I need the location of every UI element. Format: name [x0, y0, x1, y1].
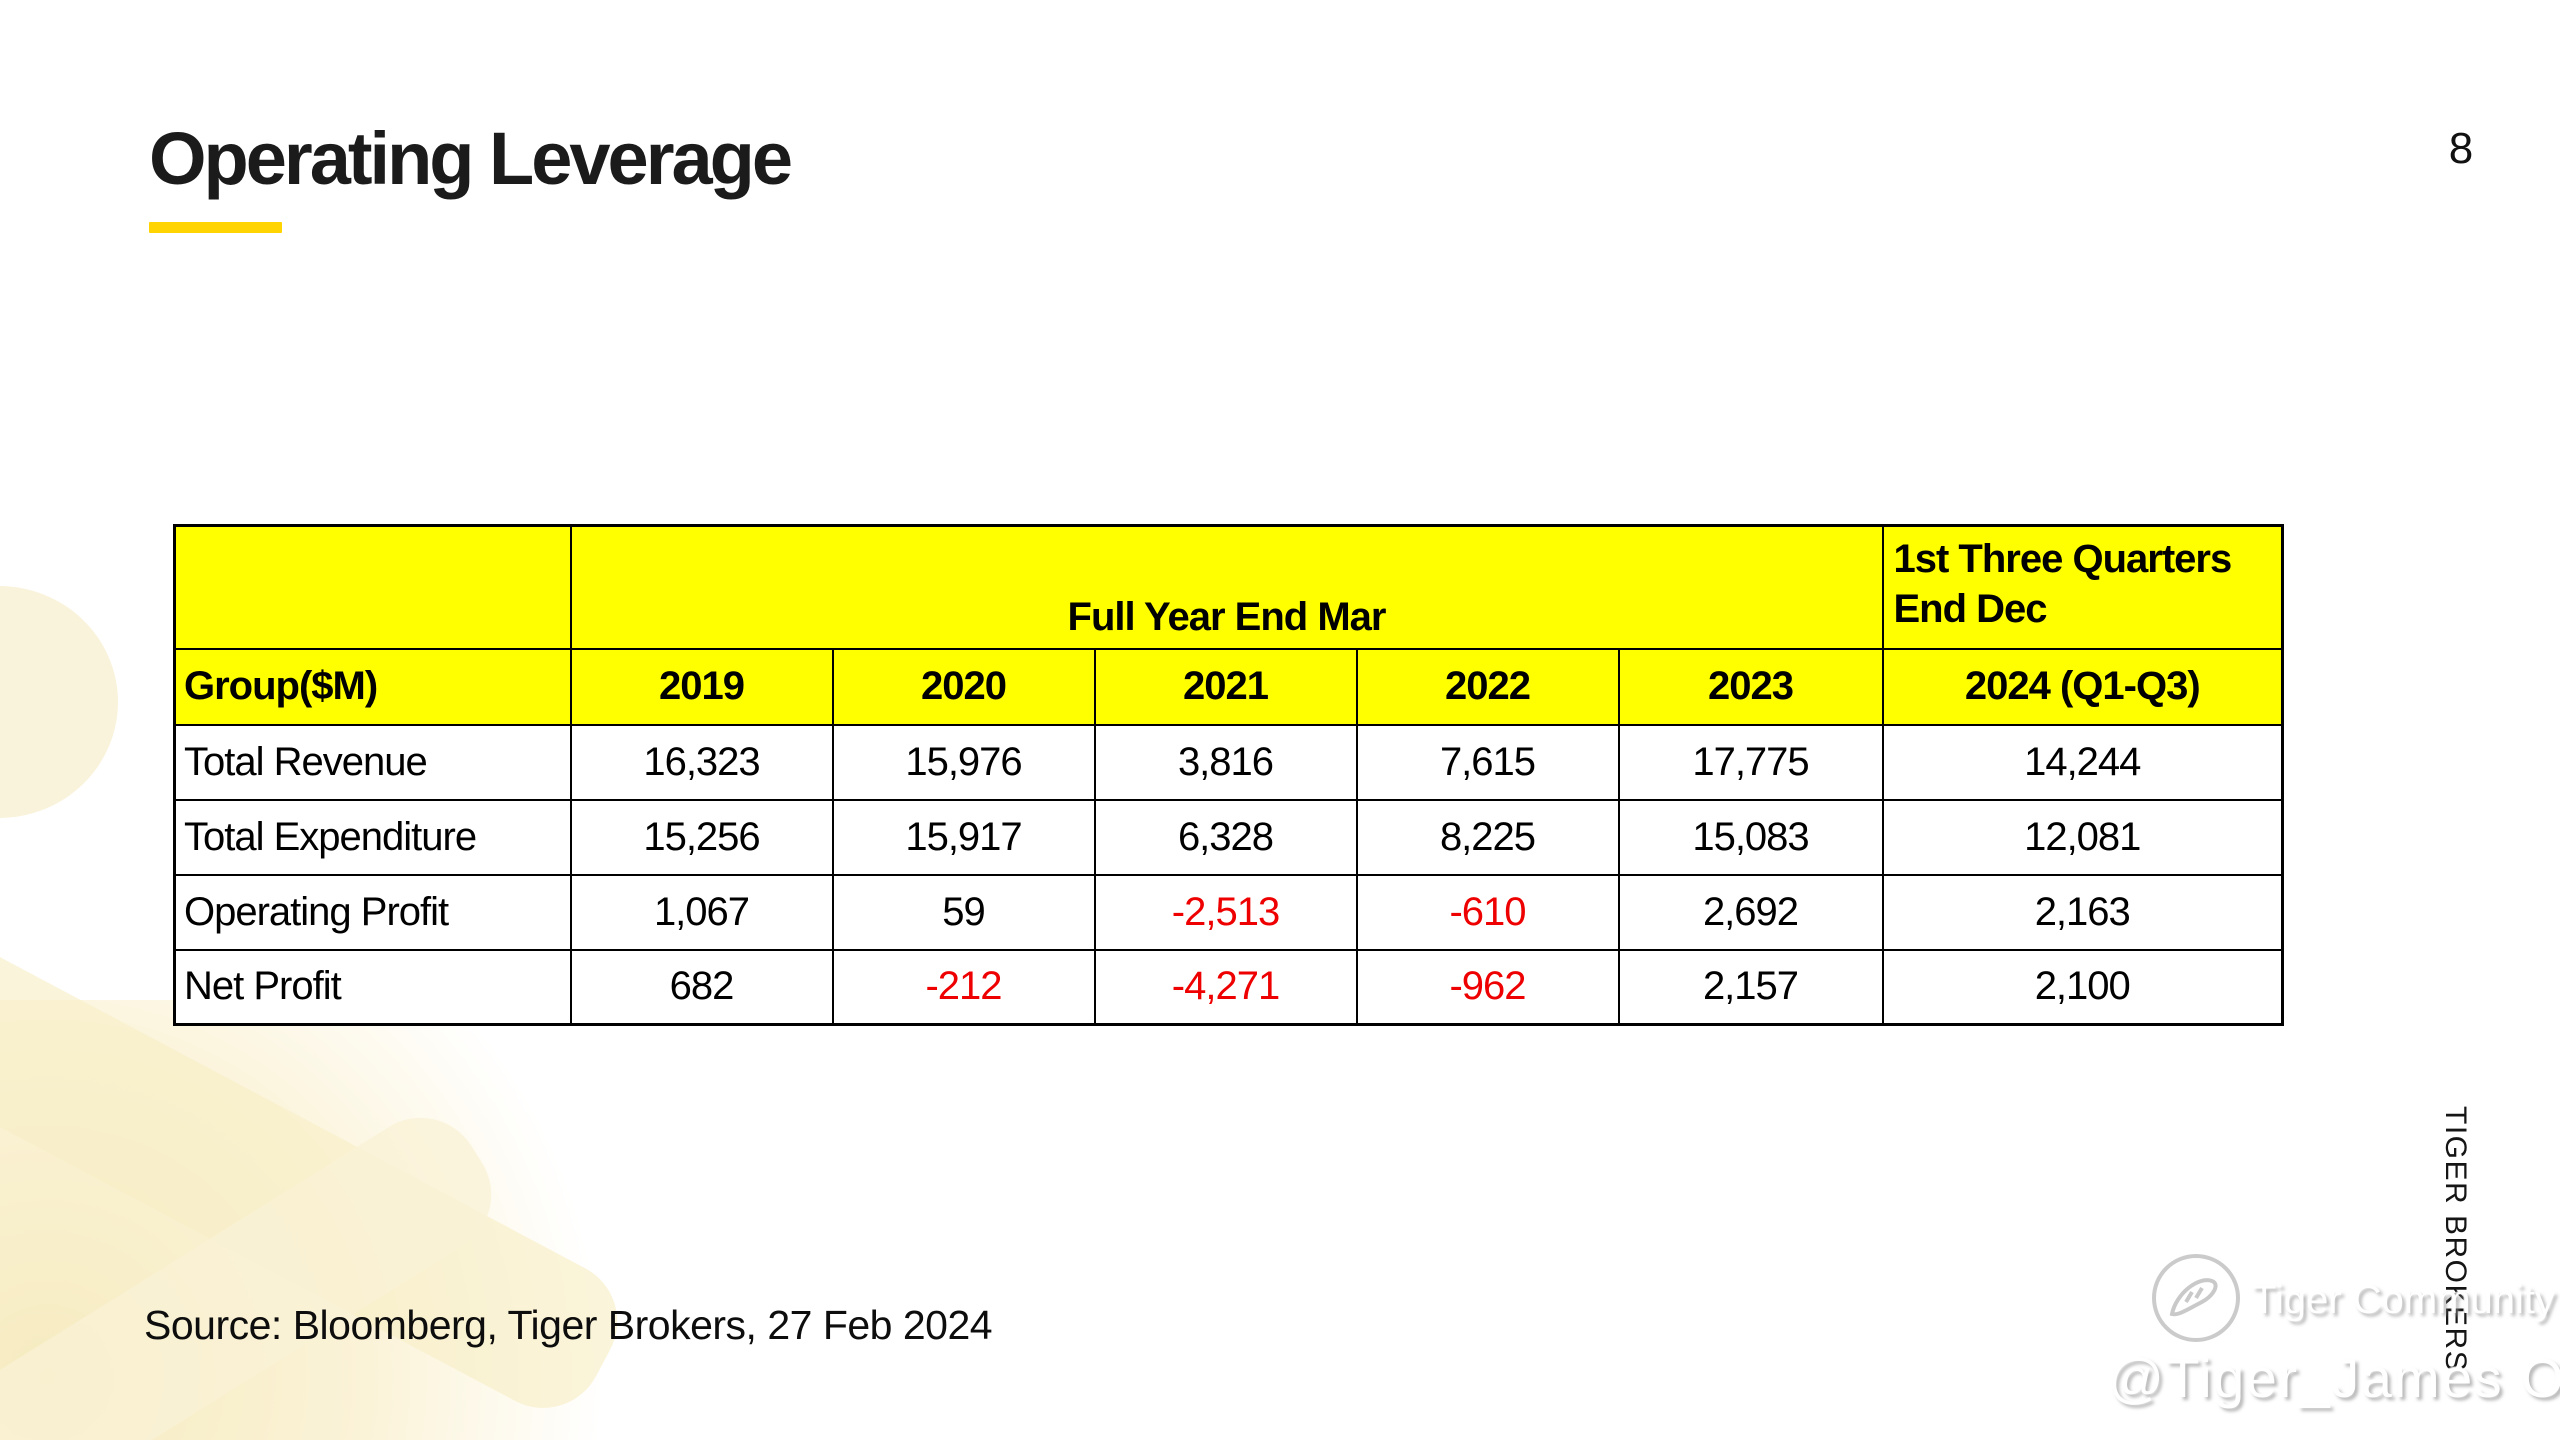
- header-year-2024: 2024 (Q1-Q3): [1881, 647, 2284, 726]
- header-group-cell: Group($M): [173, 647, 572, 726]
- table-header-years-row: Group($M) 2019 2020 2021 2022 2023 2024 …: [173, 647, 2284, 726]
- title-underline-accent: [149, 222, 282, 233]
- cell-value: 2,692: [1617, 873, 1884, 951]
- header-year-2023: 2023: [1617, 647, 1884, 726]
- cell-value: 15,976: [831, 723, 1096, 801]
- row-label: Total Expenditure: [173, 798, 572, 876]
- cell-value: -962: [1355, 948, 1620, 1026]
- cell-value: 682: [569, 948, 834, 1026]
- cell-value: 16,323: [569, 723, 834, 801]
- header-year-2021: 2021: [1093, 647, 1358, 726]
- cell-value: 2,163: [1881, 873, 2284, 951]
- cell-value: 6,328: [1093, 798, 1358, 876]
- decor-ribbon: [0, 1095, 514, 1440]
- header-last-period-line2: End Dec: [1893, 586, 2048, 631]
- cell-value: 17,775: [1617, 723, 1884, 801]
- cell-value: 2,157: [1617, 948, 1884, 1026]
- page-title: Operating Leverage: [149, 117, 793, 200]
- row-label: Total Revenue: [173, 723, 572, 801]
- decor-cream-circle: [0, 586, 118, 818]
- financial-table: Full Year End Mar 1st Three Quarters End…: [173, 524, 2284, 1026]
- table-header-period-row: Full Year End Mar 1st Three Quarters End…: [173, 524, 2284, 650]
- cell-value: 14,244: [1881, 723, 2284, 801]
- cell-value: 8,225: [1355, 798, 1620, 876]
- row-label: Net Profit: [173, 948, 572, 1026]
- page-number: 8: [2448, 124, 2474, 173]
- watermark-handle: @Tiger_James Ooi: [2108, 1347, 2560, 1409]
- table-row-operating-profit: Operating Profit 1,067 59 -2,513 -610 2,…: [173, 873, 2284, 951]
- cell-value: 7,615: [1355, 723, 1620, 801]
- row-label: Operating Profit: [173, 873, 572, 951]
- cell-value: 15,256: [569, 798, 834, 876]
- cell-value: -4,271: [1093, 948, 1358, 1026]
- cell-value: 12,081: [1881, 798, 2284, 876]
- cell-value: -610: [1355, 873, 1620, 951]
- vertical-brand-label: TIGER BROKERS: [2439, 1106, 2472, 1373]
- header-full-year-span: Full Year End Mar: [569, 524, 1884, 650]
- cell-value: 15,083: [1617, 798, 1884, 876]
- cell-value: 3,816: [1093, 723, 1358, 801]
- cell-value: 15,917: [831, 798, 1096, 876]
- tiger-logo-icon: [2149, 1251, 2240, 1342]
- watermark-community-label: Tiger Community: [2252, 1278, 2556, 1322]
- table-row-net-profit: Net Profit 682 -212 -4,271 -962 2,157 2,…: [173, 948, 2284, 1026]
- table-row-total-expenditure: Total Expenditure 15,256 15,917 6,328 8,…: [173, 798, 2284, 876]
- cell-value: -2,513: [1093, 873, 1358, 951]
- cell-value: 2,100: [1881, 948, 2284, 1026]
- header-year-2020: 2020: [831, 647, 1096, 726]
- cell-value: 1,067: [569, 873, 834, 951]
- header-last-period-cell: 1st Three Quarters End Dec: [1881, 524, 2284, 650]
- cell-value: -212: [831, 948, 1096, 1026]
- decor-yellow-wash: [0, 1000, 720, 1440]
- header-year-2019: 2019: [569, 647, 834, 726]
- cell-value: 59: [831, 873, 1096, 951]
- table-row-total-revenue: Total Revenue 16,323 15,976 3,816 7,615 …: [173, 723, 2284, 801]
- header-year-2022: 2022: [1355, 647, 1620, 726]
- header-empty-cell: [173, 524, 572, 650]
- header-last-period-line1: 1st Three Quarters: [1893, 536, 2233, 581]
- source-note: Source: Bloomberg, Tiger Brokers, 27 Feb…: [144, 1302, 993, 1348]
